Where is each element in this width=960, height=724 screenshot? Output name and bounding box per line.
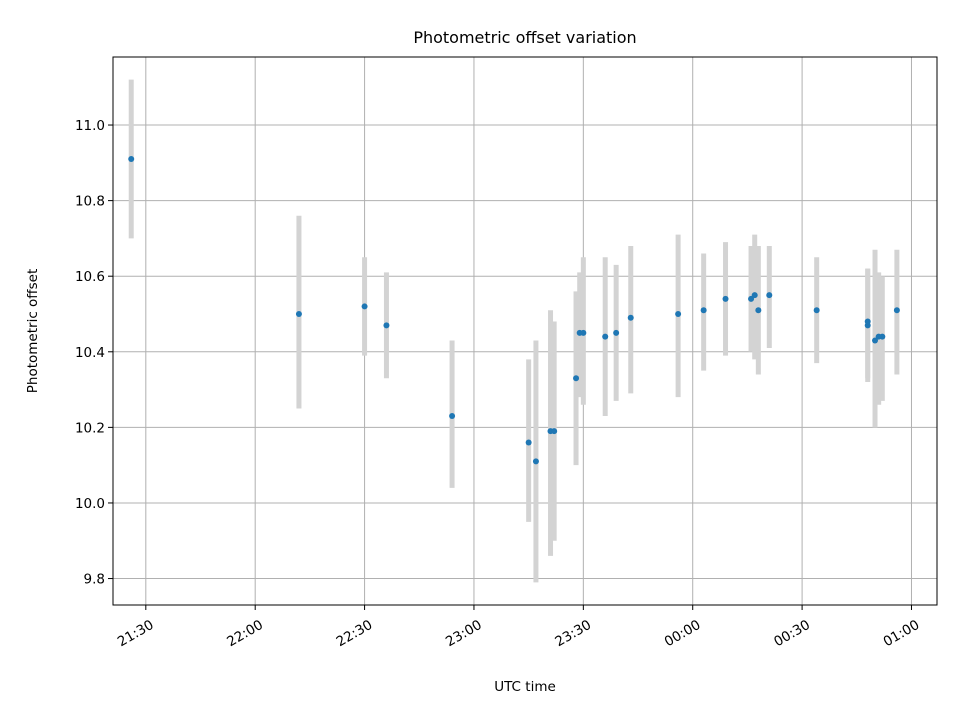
data-point: [525, 439, 532, 446]
data-point: [748, 295, 755, 302]
data-point: [755, 307, 762, 314]
data-point: [580, 329, 587, 336]
data-point: [766, 292, 773, 299]
data-point: [627, 314, 634, 321]
data-point: [893, 307, 900, 314]
data-point: [532, 458, 539, 465]
data-point: [383, 322, 390, 329]
data-point: [128, 156, 135, 163]
grid-layer: [113, 57, 937, 605]
data-point: [879, 333, 886, 340]
data-point: [361, 303, 368, 310]
data-point: [675, 310, 682, 317]
y-axis-label: Photometric offset: [25, 269, 41, 393]
point-layer: [128, 156, 900, 465]
y-tick-label: 10.2: [75, 420, 105, 436]
data-point: [295, 310, 302, 317]
data-point: [813, 307, 820, 314]
data-point: [722, 295, 729, 302]
data-point: [700, 307, 707, 314]
y-tick-label: 11.0: [75, 118, 105, 134]
plot-frame: [112, 56, 938, 606]
chart-title: Photometric offset variation: [413, 28, 636, 47]
data-point: [449, 413, 456, 420]
data-point: [864, 318, 871, 325]
y-tick-label: 10.0: [75, 496, 105, 512]
y-tick-label: 10.8: [75, 194, 105, 210]
data-point: [573, 375, 580, 382]
data-point: [751, 292, 758, 299]
y-tick-label: 10.4: [75, 345, 105, 361]
data-point: [551, 428, 558, 435]
x-axis-label: UTC time: [494, 679, 556, 695]
y-tick-label: 10.6: [75, 269, 105, 285]
data-point: [602, 333, 609, 340]
y-tick-layer: 9.8 10.0 10.2 10.4 10.6 10.8 11.0: [75, 118, 113, 588]
data-point: [872, 337, 879, 344]
y-tick-label: 9.8: [84, 572, 105, 588]
data-point: [613, 329, 620, 336]
